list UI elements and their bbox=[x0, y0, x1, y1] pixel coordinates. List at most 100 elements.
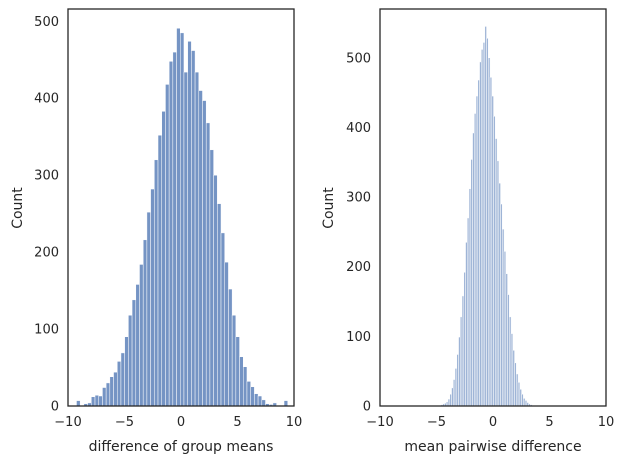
histogram-bar bbox=[194, 71, 200, 407]
y-tick-label: 400 bbox=[346, 121, 371, 136]
histogram-bar bbox=[205, 122, 211, 407]
x-tick-labels-right: −10 −5 0 5 10 bbox=[366, 415, 614, 430]
histogram-bar bbox=[109, 376, 114, 407]
y-tick-label: 200 bbox=[346, 260, 371, 275]
histogram-bar bbox=[102, 387, 107, 407]
histogram-bar bbox=[449, 393, 452, 407]
histogram-bar bbox=[117, 361, 122, 407]
histogram-bar bbox=[510, 333, 514, 407]
histogram-bar bbox=[202, 100, 207, 407]
x-tick-label: −10 bbox=[54, 415, 81, 430]
histogram-bar bbox=[176, 27, 181, 407]
histogram-bar bbox=[495, 138, 498, 407]
histogram-bar bbox=[514, 362, 517, 407]
histogram-bar bbox=[224, 261, 229, 407]
histogram-bar bbox=[157, 134, 162, 407]
y-tick-label: 300 bbox=[34, 169, 59, 184]
histogram-bar bbox=[239, 356, 244, 407]
histogram-bar bbox=[142, 239, 148, 407]
histogram-bar bbox=[461, 295, 465, 407]
histogram-bar bbox=[191, 50, 196, 407]
bars-right bbox=[440, 26, 533, 407]
histogram-bar bbox=[131, 299, 137, 407]
x-tick-label: −5 bbox=[427, 415, 446, 430]
histogram-bar bbox=[460, 316, 463, 407]
histogram-bar bbox=[474, 113, 477, 407]
histogram-bar bbox=[165, 84, 170, 407]
axes-frame-left bbox=[67, 8, 295, 407]
histogram-bar bbox=[470, 159, 473, 407]
histogram-bar bbox=[503, 251, 507, 407]
axes-frame-right bbox=[379, 8, 607, 407]
histogram-bar bbox=[505, 273, 508, 407]
y-tick-labels-left: 0 100 200 300 400 500 bbox=[34, 15, 59, 415]
histogram-bar bbox=[172, 51, 177, 407]
histogram-bar bbox=[154, 159, 159, 407]
histogram-bar bbox=[228, 288, 233, 407]
y-tick-label: 0 bbox=[51, 400, 59, 415]
histogram-bar bbox=[509, 316, 512, 407]
y-tick-labels-right: 0 100 200 300 400 500 bbox=[346, 51, 371, 414]
histogram-left: 0 100 200 300 400 500 −10 −5 0 5 10 difference of… bbox=[10, 8, 302, 455]
histogram-bar bbox=[477, 79, 480, 407]
histogram-bar bbox=[231, 314, 237, 407]
histogram-bar bbox=[465, 242, 468, 407]
histogram-bar bbox=[521, 393, 524, 407]
histogram-bar bbox=[481, 49, 484, 407]
histogram-bar bbox=[458, 336, 461, 407]
histogram-bar bbox=[496, 160, 500, 407]
histogram-bar bbox=[516, 373, 519, 407]
x-tick-label: −5 bbox=[115, 415, 134, 430]
histogram-bar bbox=[500, 203, 503, 407]
histogram-bar bbox=[76, 400, 81, 407]
y-tick-label: 0 bbox=[363, 400, 371, 415]
histogram-bar bbox=[235, 336, 240, 407]
histogram-bar bbox=[467, 217, 470, 407]
histogram-bar bbox=[187, 41, 192, 407]
histogram-bar bbox=[168, 61, 174, 407]
histogram-bar bbox=[491, 95, 494, 407]
histogram-bar bbox=[512, 350, 515, 407]
histogram-bar bbox=[180, 32, 185, 407]
x-tick-labels-left: −10 −5 0 5 10 bbox=[54, 415, 302, 430]
histogram-bar bbox=[91, 396, 96, 407]
histogram-bar bbox=[243, 366, 248, 407]
y-tick-label: 100 bbox=[346, 330, 371, 345]
histogram-bar bbox=[250, 386, 255, 407]
y-axis-label-left: Count bbox=[10, 187, 26, 229]
x-tick-label: 10 bbox=[286, 415, 303, 430]
histogram-bar bbox=[519, 389, 522, 407]
histogram-bar bbox=[498, 182, 501, 407]
histogram-bar bbox=[507, 294, 510, 407]
histogram-bar bbox=[488, 57, 491, 407]
x-tick-label: 5 bbox=[545, 415, 553, 430]
bars-left bbox=[76, 27, 288, 407]
histogram-bar bbox=[161, 111, 166, 407]
histogram-bar bbox=[213, 174, 218, 407]
histogram-bar bbox=[113, 371, 118, 407]
histogram-bar bbox=[517, 382, 521, 407]
y-tick-label: 400 bbox=[34, 92, 59, 107]
histogram-bar bbox=[257, 395, 263, 407]
x-axis-label-right: mean pairwise difference bbox=[404, 439, 581, 455]
histogram-bar bbox=[454, 368, 458, 407]
y-tick-label: 500 bbox=[34, 15, 59, 30]
histogram-bar bbox=[475, 95, 479, 407]
histogram-bar bbox=[124, 336, 129, 407]
y-tick-label: 500 bbox=[346, 51, 371, 66]
histogram-bar bbox=[254, 393, 259, 407]
histogram-bar bbox=[105, 382, 111, 407]
histogram-bar bbox=[217, 203, 222, 407]
y-tick-label: 100 bbox=[34, 323, 59, 338]
histogram-bar bbox=[482, 42, 486, 407]
histogram-bar bbox=[456, 354, 459, 407]
histogram-bar bbox=[453, 379, 456, 407]
histogram-bar bbox=[183, 71, 188, 407]
histogram-bar bbox=[261, 399, 266, 407]
x-tick-label: 5 bbox=[233, 415, 241, 430]
histogram-bar bbox=[198, 90, 203, 407]
y-axis-label-right: Count bbox=[321, 187, 337, 229]
histogram-bar bbox=[94, 394, 99, 407]
histogram-bar bbox=[484, 26, 487, 407]
